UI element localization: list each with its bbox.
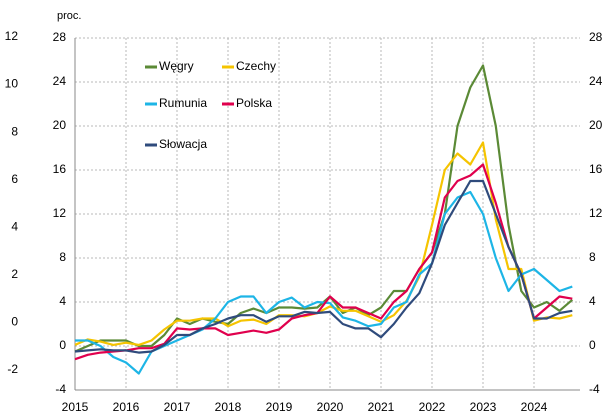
- y-tick-label: 8: [11, 124, 18, 138]
- y-tick-label-right: 4: [589, 294, 596, 308]
- series-line: [74, 163, 573, 361]
- legend-label: Rumunia: [159, 96, 207, 110]
- legend-label: Czechy: [236, 59, 276, 73]
- y-tick-label: 0: [59, 338, 66, 352]
- x-tick-label: 2018: [215, 400, 242, 414]
- x-tick-label: 2020: [317, 400, 344, 414]
- legend-label: Węgry: [159, 59, 194, 73]
- y-tick-label: 24: [53, 74, 67, 88]
- y-tick-label-right: -4: [589, 382, 600, 396]
- legend-label: Polska: [236, 96, 272, 110]
- y-tick-label-right: 28: [589, 30, 603, 44]
- y-tick-label: -2: [7, 362, 18, 376]
- y-tick-label: 2: [11, 267, 18, 281]
- y-tick-label: 6: [11, 172, 18, 186]
- y-tick-label-right: 24: [589, 74, 603, 88]
- x-tick-label: 2022: [419, 400, 446, 414]
- y-tick-label: -4: [55, 382, 66, 396]
- x-tick-label: 2016: [113, 400, 140, 414]
- legend-label: Słowacja: [159, 137, 207, 151]
- y-tick-label-right: 20: [589, 118, 603, 132]
- x-tick-label: 2024: [521, 400, 548, 414]
- x-tick-label: 2017: [164, 400, 191, 414]
- x-tick-label: 2019: [266, 400, 293, 414]
- y-tick-label: 12: [5, 29, 19, 43]
- y-tick-label: 20: [53, 118, 67, 132]
- y-tick-label: 28: [53, 30, 67, 44]
- series-line: [74, 179, 573, 354]
- y-tick-label-right: 8: [589, 250, 596, 264]
- y-axis-unit: proc.: [57, 10, 81, 22]
- y-tick-label-right: 0: [589, 338, 596, 352]
- y-tick-label-right: 12: [589, 206, 603, 220]
- x-tick-label: 2021: [368, 400, 395, 414]
- y-tick-label: 10: [5, 77, 19, 91]
- y-tick-label: 4: [11, 219, 18, 233]
- y-tick-label: 4: [59, 294, 66, 308]
- y-tick-label: 16: [53, 162, 67, 176]
- y-tick-label: 8: [59, 250, 66, 264]
- x-tick-label: 2015: [62, 400, 89, 414]
- y-tick-label-right: 16: [589, 162, 603, 176]
- y-tick-label: 12: [53, 206, 67, 220]
- y-tick-label: 0: [11, 315, 18, 329]
- series-line: [74, 141, 573, 346]
- x-tick-label: 2023: [470, 400, 497, 414]
